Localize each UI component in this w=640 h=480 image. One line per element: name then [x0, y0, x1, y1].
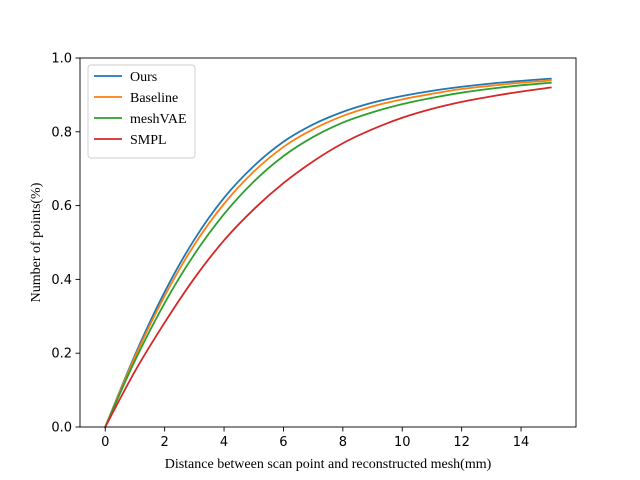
plot-frame [79, 57, 577, 428]
x-axis-label: Distance between scan point and reconstr… [165, 457, 492, 472]
legend: Ours Baseline meshVAE SMPL [87, 64, 196, 159]
y-axis-label: Number of points(%) [29, 182, 44, 302]
legend-label-ours: Ours [130, 70, 157, 85]
series-line-meshvae [104, 81, 552, 429]
y-tick-label: 0.2 [51, 347, 72, 362]
x-tick-label: 10 [394, 435, 411, 450]
legend-box [87, 64, 196, 159]
series-line-ours [104, 77, 552, 429]
x-tick-label: 12 [453, 435, 470, 450]
y-tick-label: 0.4 [51, 273, 72, 288]
x-tick-label: 8 [339, 435, 347, 450]
series-line-baseline [104, 79, 552, 429]
legend-label-smpl: SMPL [130, 133, 167, 148]
series-line-smpl [104, 86, 552, 429]
ticks-layer: 0 2 4 6 8 10 12 14 0.0 0.2 0.4 0.6 0.8 1.0 [51, 52, 529, 451]
x-tick-label: 0 [101, 435, 109, 450]
x-tick-label: 2 [161, 435, 169, 450]
y-tick-label: 0.6 [51, 199, 72, 214]
y-tick-label: 0.8 [51, 125, 72, 140]
legend-label-baseline: Baseline [130, 91, 178, 106]
y-tick-label: 1.0 [51, 52, 72, 67]
legend-label-meshvae: meshVAE [130, 112, 187, 127]
x-tick-label: 14 [513, 435, 530, 450]
x-tick-label: 4 [220, 435, 228, 450]
x-tick-label: 6 [279, 435, 287, 450]
y-tick-label: 0.0 [51, 421, 72, 436]
series-layer [104, 77, 552, 429]
